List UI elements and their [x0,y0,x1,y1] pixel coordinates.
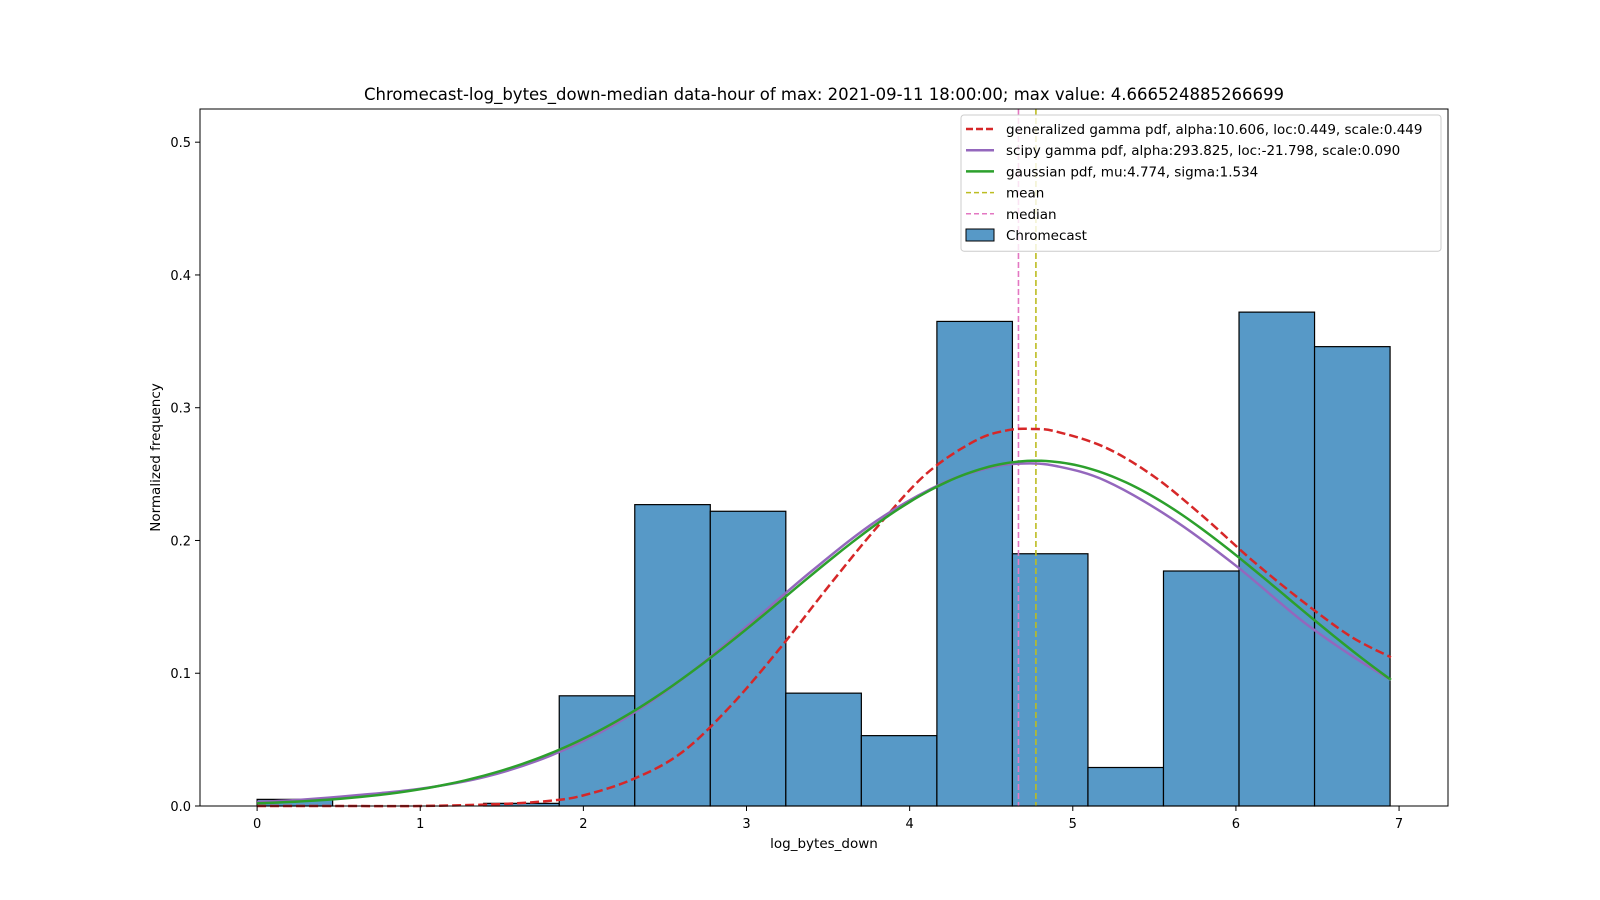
axes-frame [199,108,1449,807]
histogram-bar [785,692,862,807]
curve-normal [257,459,1392,805]
legend-box [960,114,1442,252]
histogram-bar [1011,553,1089,807]
y-tick-label: 0.3 [170,402,191,417]
y-tick-label: 0.0 [170,800,191,815]
axis-ticks: 0 1 2 3 4 5 6 7 0.0 0.1 0.2 0.3 0.4 0.5 [170,136,1403,832]
y-tick-label: 0.2 [170,534,191,549]
curve-gengamma [257,427,1392,808]
histogram-bar [634,504,711,807]
y-tick-label: 0.4 [170,269,191,284]
x-tick-label: 4 [906,817,914,832]
histogram-bar [1162,570,1240,807]
x-tick-label: 7 [1395,817,1403,832]
chart-title: Chromecast-log_bytes_down-median data-ho… [364,85,1284,105]
legend-label: median [1006,207,1057,223]
y-tick-label: 0.1 [170,667,191,682]
legend-swatch [965,228,995,242]
legend-label: mean [1006,186,1044,202]
x-tick-label: 3 [742,817,750,832]
x-tick-label: 6 [1232,817,1240,832]
legend: generalized gamma pdf, alpha:10.606, loc… [960,114,1442,252]
histogram-bar [1313,346,1391,807]
x-tick-label: 5 [1069,817,1077,832]
y-tick-label: 0.5 [170,136,191,151]
histogram-bar [558,695,636,807]
histogram-bar [1087,766,1165,807]
x-tick-label: 2 [579,817,587,832]
legend-label: generalized gamma pdf, alpha:10.606, loc… [1006,122,1422,138]
histogram-bar [709,510,787,807]
x-tick-label: 0 [253,817,261,832]
plot-area [256,109,1392,808]
legend-label: scipy gamma pdf, alpha:293.825, loc:-21.… [1006,143,1400,159]
legend-label: Chromecast [1006,228,1087,244]
histogram-bar [936,320,1014,807]
y-axis-label: Normalized frequency [148,383,164,532]
x-tick-label: 1 [416,817,424,832]
legend-label: gaussian pdf, mu:4.774, sigma:1.534 [1006,164,1258,180]
x-axis-label: log_bytes_down [770,836,878,852]
histogram-bar [860,735,938,807]
